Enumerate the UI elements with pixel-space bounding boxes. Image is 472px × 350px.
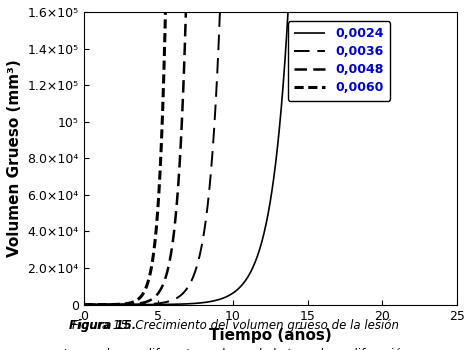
0,0036 — [124, 302, 129, 307]
0,0060 — [146, 278, 152, 282]
0,0060 — [81, 302, 86, 307]
Text: tumoral para diferentes valores de la tasa de proliferación: tumoral para diferentes valores de la ta… — [63, 348, 409, 350]
0,0048 — [81, 302, 86, 307]
0,0024 — [146, 302, 152, 307]
0,0024 — [240, 281, 246, 286]
Line: 0,0024: 0,0024 — [84, 0, 457, 304]
Text: Figura 15. Crecimiento del volumen grueso de la lesión: Figura 15. Crecimiento del volumen grues… — [73, 318, 399, 332]
X-axis label: Tiempo (años): Tiempo (años) — [209, 328, 332, 343]
Line: 0,0048: 0,0048 — [84, 0, 457, 304]
0,0048 — [146, 299, 152, 303]
0,0048 — [124, 302, 129, 307]
Line: 0,0036: 0,0036 — [84, 0, 457, 304]
0,0024 — [224, 294, 230, 299]
Y-axis label: Volumen Grueso (mm³): Volumen Grueso (mm³) — [7, 60, 22, 257]
0,0024 — [81, 302, 86, 307]
Line: 0,0060: 0,0060 — [84, 0, 457, 304]
0,0060 — [124, 302, 129, 306]
Text: Figura 15.: Figura 15. — [69, 318, 136, 332]
0,0024 — [124, 302, 129, 307]
0,0036 — [81, 302, 86, 307]
Legend: 0,0024, 0,0036, 0,0048, 0,0060: 0,0024, 0,0036, 0,0048, 0,0060 — [288, 21, 390, 100]
0,0036 — [146, 302, 152, 306]
